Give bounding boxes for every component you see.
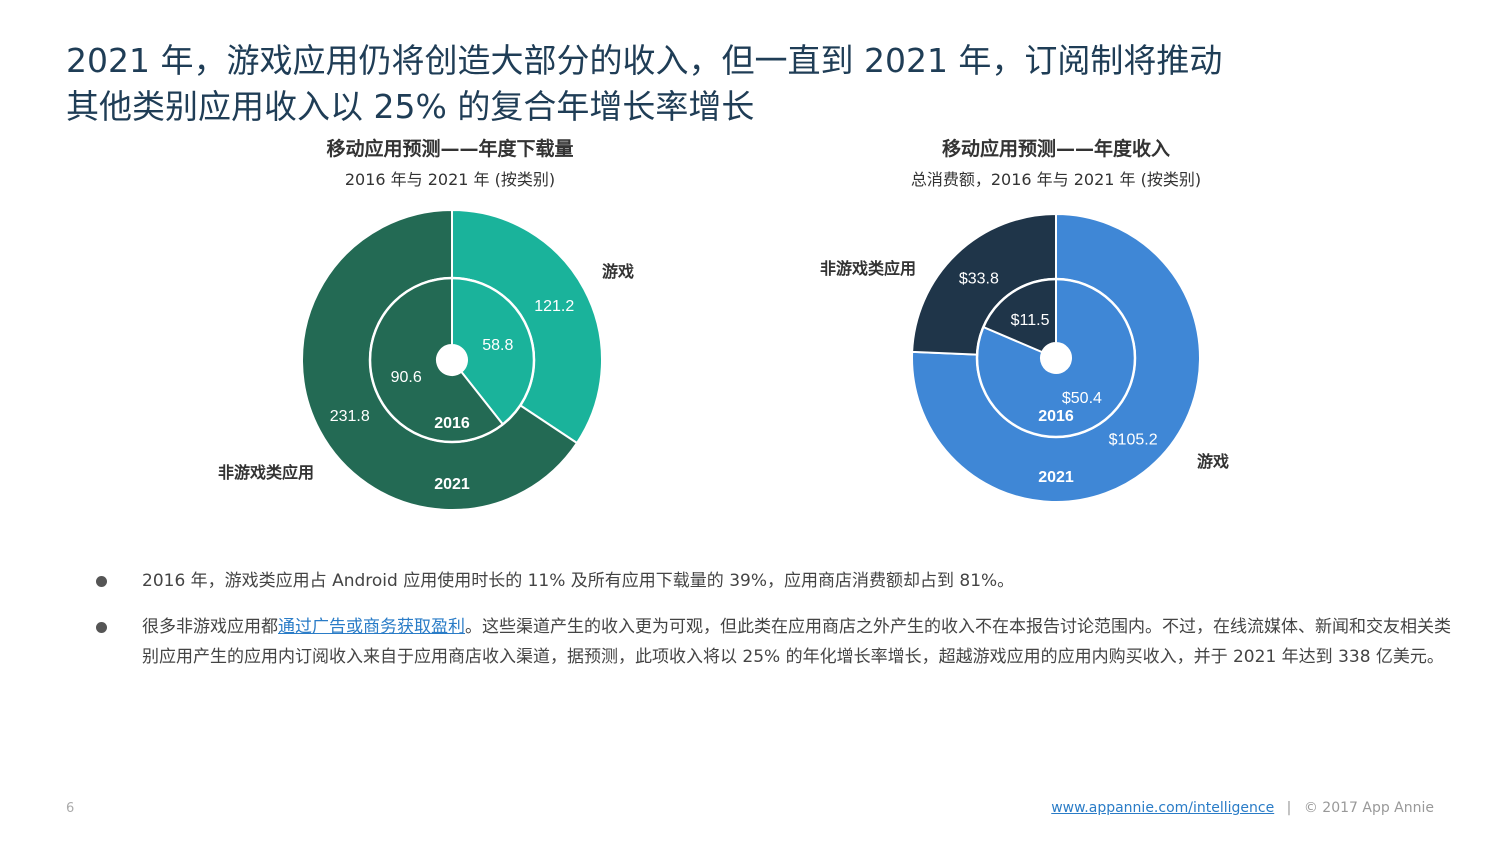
inner-ring-value-label-0: 58.8 (482, 337, 513, 354)
footer-link[interactable]: www.appannie.com/intelligence (1051, 800, 1275, 816)
outer-ring-value-label-0: 121.2 (534, 298, 574, 315)
bullet-text-prefix: 很多非游戏应用都 (142, 617, 278, 637)
downloads-donut-chart: 121.2 231.8 2021 58.8 90.6 2016 (301, 208, 603, 511)
footer-separator: | (1286, 800, 1292, 816)
inner-ring-value-label-1: 90.6 (391, 369, 422, 386)
donut-center-hole (1041, 343, 1071, 373)
revenue-chart-subtitle: 总消费额，2016 年与 2021 年 (按类别) (910, 170, 1202, 189)
ring-divider (975, 277, 1137, 439)
outer-ring-year-label: 2021 (434, 476, 470, 493)
inner-ring-year-label: 2016 (434, 415, 470, 432)
outer-ring-value-label-1: 231.8 (330, 408, 370, 425)
bullet-dot-icon (96, 622, 107, 633)
revenue-legend-nongames: 非游戏类应用 (820, 259, 917, 278)
footer-credits: www.appannie.com/intelligence | © 2017 A… (1051, 800, 1434, 816)
bullet-dot-icon (96, 576, 107, 587)
inner-ring-value-label-1: $11.5 (1011, 312, 1050, 329)
revenue-legend-games: 游戏 (1197, 452, 1230, 471)
ring-divider (368, 276, 536, 444)
downloads-chart-subtitle: 2016 年与 2021 年 (按类别) (344, 170, 556, 189)
footer-copyright: © 2017 App Annie (1303, 800, 1434, 816)
bullet-text: 2016 年，游戏类应用占 Android 应用使用时长的 11% 及所有应用下… (142, 571, 1015, 591)
page-number: 6 (66, 801, 75, 816)
outer-ring-year-label: 2021 (1038, 469, 1074, 486)
bullet-text-suffix: 。这些渠道产生的收入更为可观，但此类在应用商店之外产生的收入不在本报告讨论范围内… (142, 617, 1451, 667)
monetization-link[interactable]: 通过广告或商务获取盈利 (278, 617, 465, 637)
downloads-legend-nongames: 非游戏类应用 (218, 463, 315, 482)
page-title-line1: 2021 年，游戏应用仍将创造大部分的收入，但一直到 2021 年，订阅制将推动 (66, 41, 1223, 80)
downloads-chart-title: 移动应用预测——年度下载量 (326, 138, 574, 160)
inner-ring-year-label: 2016 (1038, 408, 1074, 425)
inner-ring-value-label-0: $50.4 (1062, 390, 1102, 407)
donut-center-hole (437, 345, 467, 375)
revenue-donut-chart: $105.2 $33.8 2021 $50.4 $11.5 2016 (911, 212, 1201, 503)
bullet-item: 很多非游戏应用都通过广告或商务获取盈利。这些渠道产生的收入更为可观，但此类在应用… (92, 612, 1462, 672)
page-title-line2: 其他类别应用收入以 25% 的复合年增长率增长 (66, 87, 755, 126)
revenue-chart-header: 移动应用预测——年度收入 总消费额，2016 年与 2021 年 (按类别) (856, 136, 1256, 192)
downloads-chart-header: 移动应用预测——年度下载量 2016 年与 2021 年 (按类别) (250, 136, 650, 192)
outer-ring-value-label-1: $33.8 (959, 270, 999, 287)
bullet-item: 2016 年，游戏类应用占 Android 应用使用时长的 11% 及所有应用下… (92, 566, 1462, 596)
downloads-legend-games: 游戏 (602, 262, 635, 281)
bullet-list: 2016 年，游戏类应用占 Android 应用使用时长的 11% 及所有应用下… (92, 566, 1462, 688)
page-title: 2021 年，游戏应用仍将创造大部分的收入，但一直到 2021 年，订阅制将推动… (66, 38, 1446, 130)
revenue-chart-title: 移动应用预测——年度收入 (941, 138, 1170, 160)
outer-ring-value-label-0: $105.2 (1109, 432, 1158, 449)
